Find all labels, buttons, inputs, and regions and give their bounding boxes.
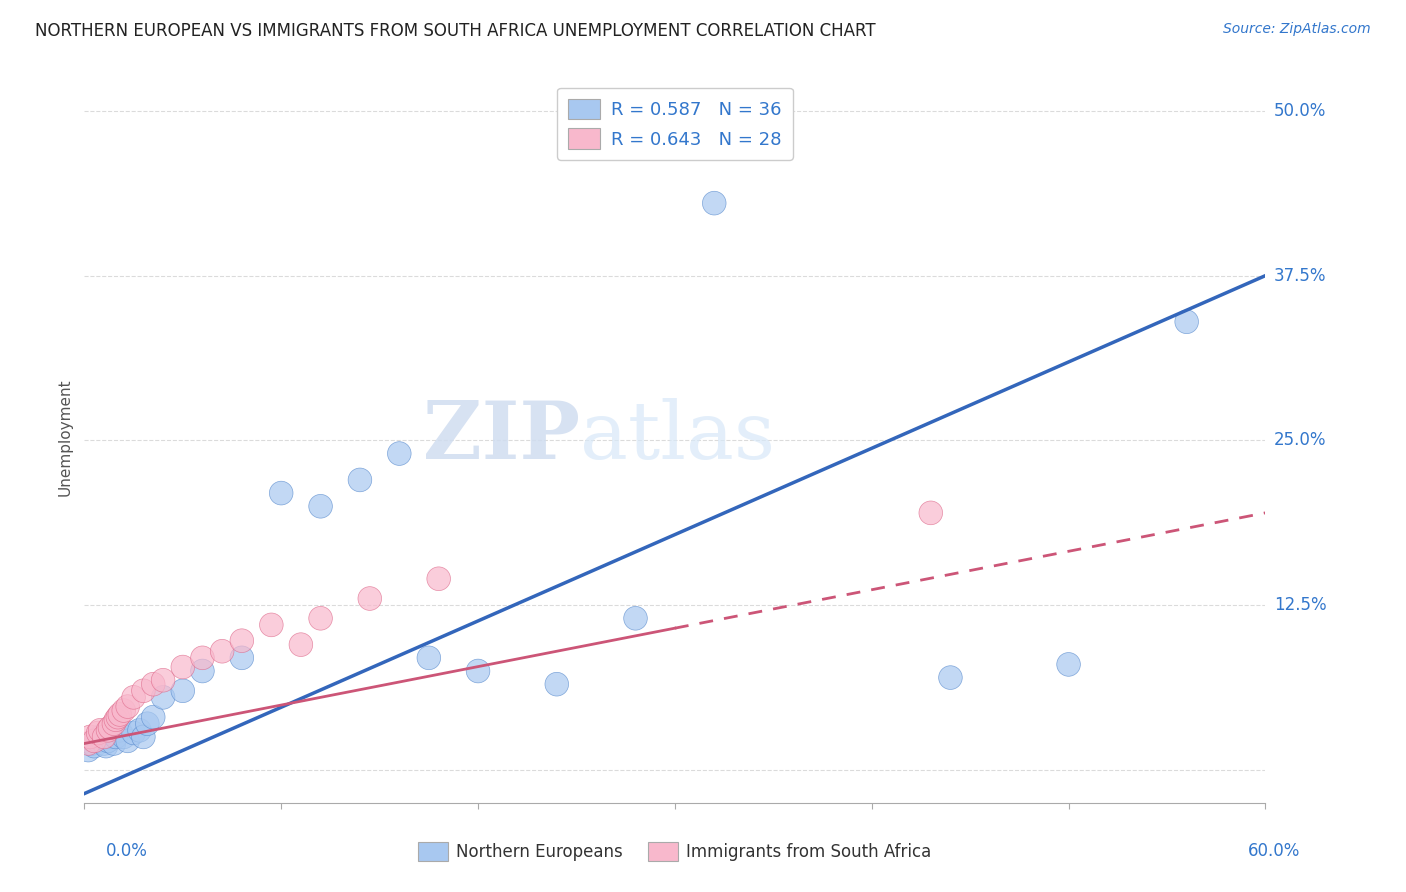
Ellipse shape [122,686,145,709]
Ellipse shape [418,646,440,670]
Ellipse shape [939,665,962,690]
Ellipse shape [703,191,725,215]
Ellipse shape [624,607,647,630]
Ellipse shape [98,715,122,739]
Ellipse shape [260,613,283,637]
Ellipse shape [98,725,122,748]
Ellipse shape [96,718,120,742]
Text: 12.5%: 12.5% [1274,596,1326,614]
Ellipse shape [76,731,100,756]
Ellipse shape [270,481,292,505]
Ellipse shape [309,494,332,518]
Ellipse shape [86,721,110,745]
Ellipse shape [108,703,132,726]
Ellipse shape [546,673,568,696]
Ellipse shape [211,640,233,663]
Ellipse shape [122,721,145,745]
Ellipse shape [103,712,125,736]
Ellipse shape [94,734,118,758]
Text: Source: ZipAtlas.com: Source: ZipAtlas.com [1223,22,1371,37]
Ellipse shape [89,725,112,748]
Ellipse shape [427,567,450,591]
Ellipse shape [76,739,100,762]
Text: 60.0%: 60.0% [1249,842,1301,860]
Ellipse shape [115,695,139,718]
Ellipse shape [1175,310,1198,334]
Ellipse shape [83,734,105,758]
Ellipse shape [172,656,194,679]
Text: 50.0%: 50.0% [1274,102,1326,120]
Ellipse shape [83,729,105,753]
Ellipse shape [172,679,194,703]
Ellipse shape [231,629,253,653]
Ellipse shape [1057,653,1080,676]
Ellipse shape [349,468,371,491]
Ellipse shape [96,729,120,753]
Ellipse shape [112,698,135,723]
Ellipse shape [104,708,128,731]
Ellipse shape [93,731,115,756]
Ellipse shape [152,668,174,692]
Ellipse shape [309,607,332,630]
Ellipse shape [79,725,103,748]
Ellipse shape [135,712,159,736]
Ellipse shape [191,646,214,670]
Y-axis label: Unemployment: Unemployment [58,378,73,496]
Ellipse shape [128,718,152,742]
Text: NORTHERN EUROPEAN VS IMMIGRANTS FROM SOUTH AFRICA UNEMPLOYMENT CORRELATION CHART: NORTHERN EUROPEAN VS IMMIGRANTS FROM SOU… [35,22,876,40]
Ellipse shape [359,587,381,610]
Text: ZIP: ZIP [423,398,581,476]
Text: atlas: atlas [581,398,776,476]
Ellipse shape [103,731,125,756]
Ellipse shape [467,659,489,683]
Ellipse shape [142,673,165,696]
Ellipse shape [93,725,115,748]
Ellipse shape [388,442,411,466]
Ellipse shape [105,706,129,729]
Ellipse shape [100,721,124,745]
Ellipse shape [290,632,312,657]
Legend: Northern Europeans, Immigrants from South Africa: Northern Europeans, Immigrants from Sout… [412,835,938,868]
Ellipse shape [142,706,165,729]
Ellipse shape [152,686,174,709]
Text: 0.0%: 0.0% [105,842,148,860]
Ellipse shape [108,718,132,742]
Ellipse shape [86,729,110,753]
Ellipse shape [231,646,253,670]
Text: 37.5%: 37.5% [1274,267,1326,285]
Ellipse shape [80,731,104,756]
Ellipse shape [112,725,135,748]
Ellipse shape [132,725,155,748]
Ellipse shape [191,659,214,683]
Ellipse shape [920,501,942,524]
Ellipse shape [89,718,112,742]
Ellipse shape [132,679,155,703]
Ellipse shape [115,729,139,753]
Ellipse shape [104,725,128,748]
Text: 25.0%: 25.0% [1274,432,1326,450]
